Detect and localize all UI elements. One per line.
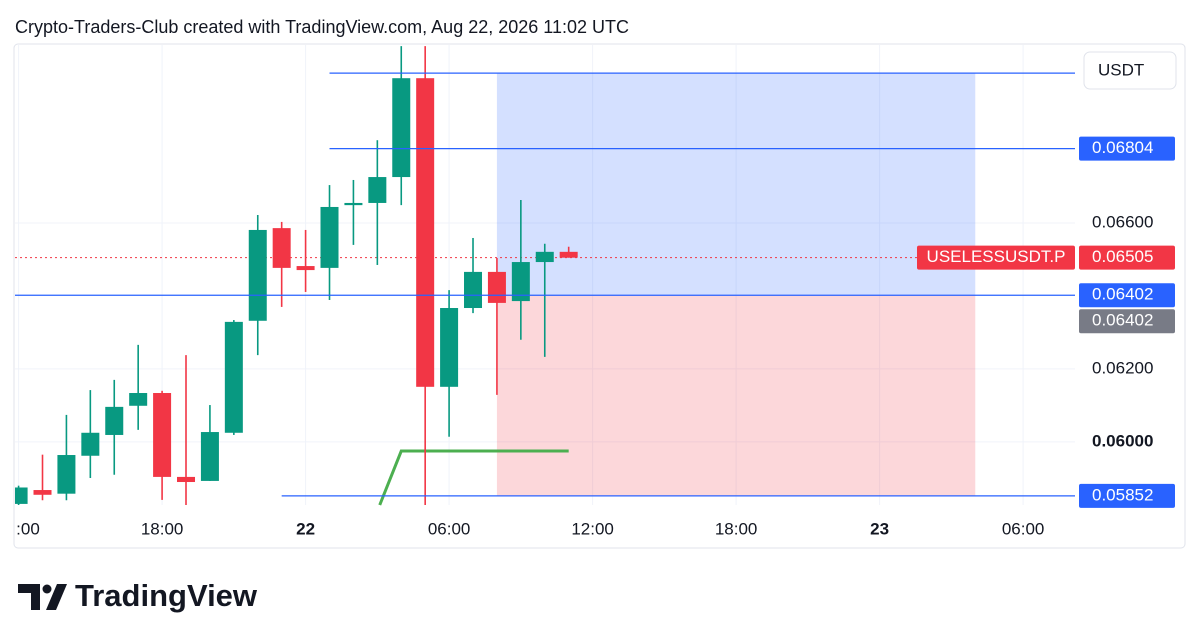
candle-body [535,251,554,263]
currency-box[interactable] [1083,51,1177,90]
candle-body [153,393,172,477]
candle-body [177,476,196,483]
x-tick-label: 06:00 [1002,519,1045,538]
indicator-line [378,449,569,506]
x-tick-label: 12:00 [571,519,614,538]
candle-body [224,321,243,433]
symbol-label-box [917,245,1075,270]
axes: :00 18:00 22 06:00 12:00 18:00 23 06:00 0.06000 0… [16,213,1153,539]
x-tick-label: 23 [870,519,889,538]
y-tick-label: 0.06600 [1092,213,1153,232]
entry-label: 0.06402 [1092,311,1153,330]
candle-body [200,432,219,481]
entry-label-box [1079,309,1175,334]
currency-label: USDT [1098,60,1144,79]
candle-body [559,251,578,258]
level-label-box [1079,483,1175,508]
level-label: 0.05852 [1092,485,1153,504]
level-label: 0.06402 [1092,285,1153,304]
candle-body [105,406,124,435]
candle-body [368,177,387,203]
candle-body [81,432,100,456]
x-tick-label: 06:00 [428,519,471,538]
y-tick-label: 0.06200 [1092,358,1153,377]
candle-body [129,393,148,406]
candle-body [320,206,339,268]
x-tick-label: 22 [296,519,315,538]
brand-logo [18,584,67,610]
brand-name: TradingView [75,578,258,613]
level-label-box [1079,283,1175,308]
chart-title: Crypto-Traders-Club created with Trading… [15,17,629,37]
position-loss-zone [496,295,976,496]
candle-body [296,266,315,271]
plot-area [15,46,1075,506]
candle-body [392,78,411,178]
candle-body [511,262,530,302]
position-profit-zone [496,73,976,296]
candle-body [33,490,52,495]
candle-body [464,271,483,309]
candle-body [57,455,76,494]
level-label-box [1079,136,1175,161]
candle-body [487,271,506,303]
level-label: 0.06804 [1092,138,1153,157]
candle-body [15,487,28,504]
symbol-label: USELESSUSDT.P [927,247,1066,266]
chart-frame [13,43,1186,549]
x-tick-label: :00 [16,519,40,538]
candle-body [272,228,291,268]
last-price-label-box [1079,245,1175,270]
candle-body [248,229,267,321]
candle-body [440,308,459,387]
candle-body [416,78,435,387]
x-tick-label: 18:00 [141,519,184,538]
last-price-label: 0.06505 [1092,247,1153,266]
x-tick-label: 18:00 [715,519,758,538]
candle-body [344,202,363,206]
y-tick-label: 0.06000 [1092,431,1153,450]
